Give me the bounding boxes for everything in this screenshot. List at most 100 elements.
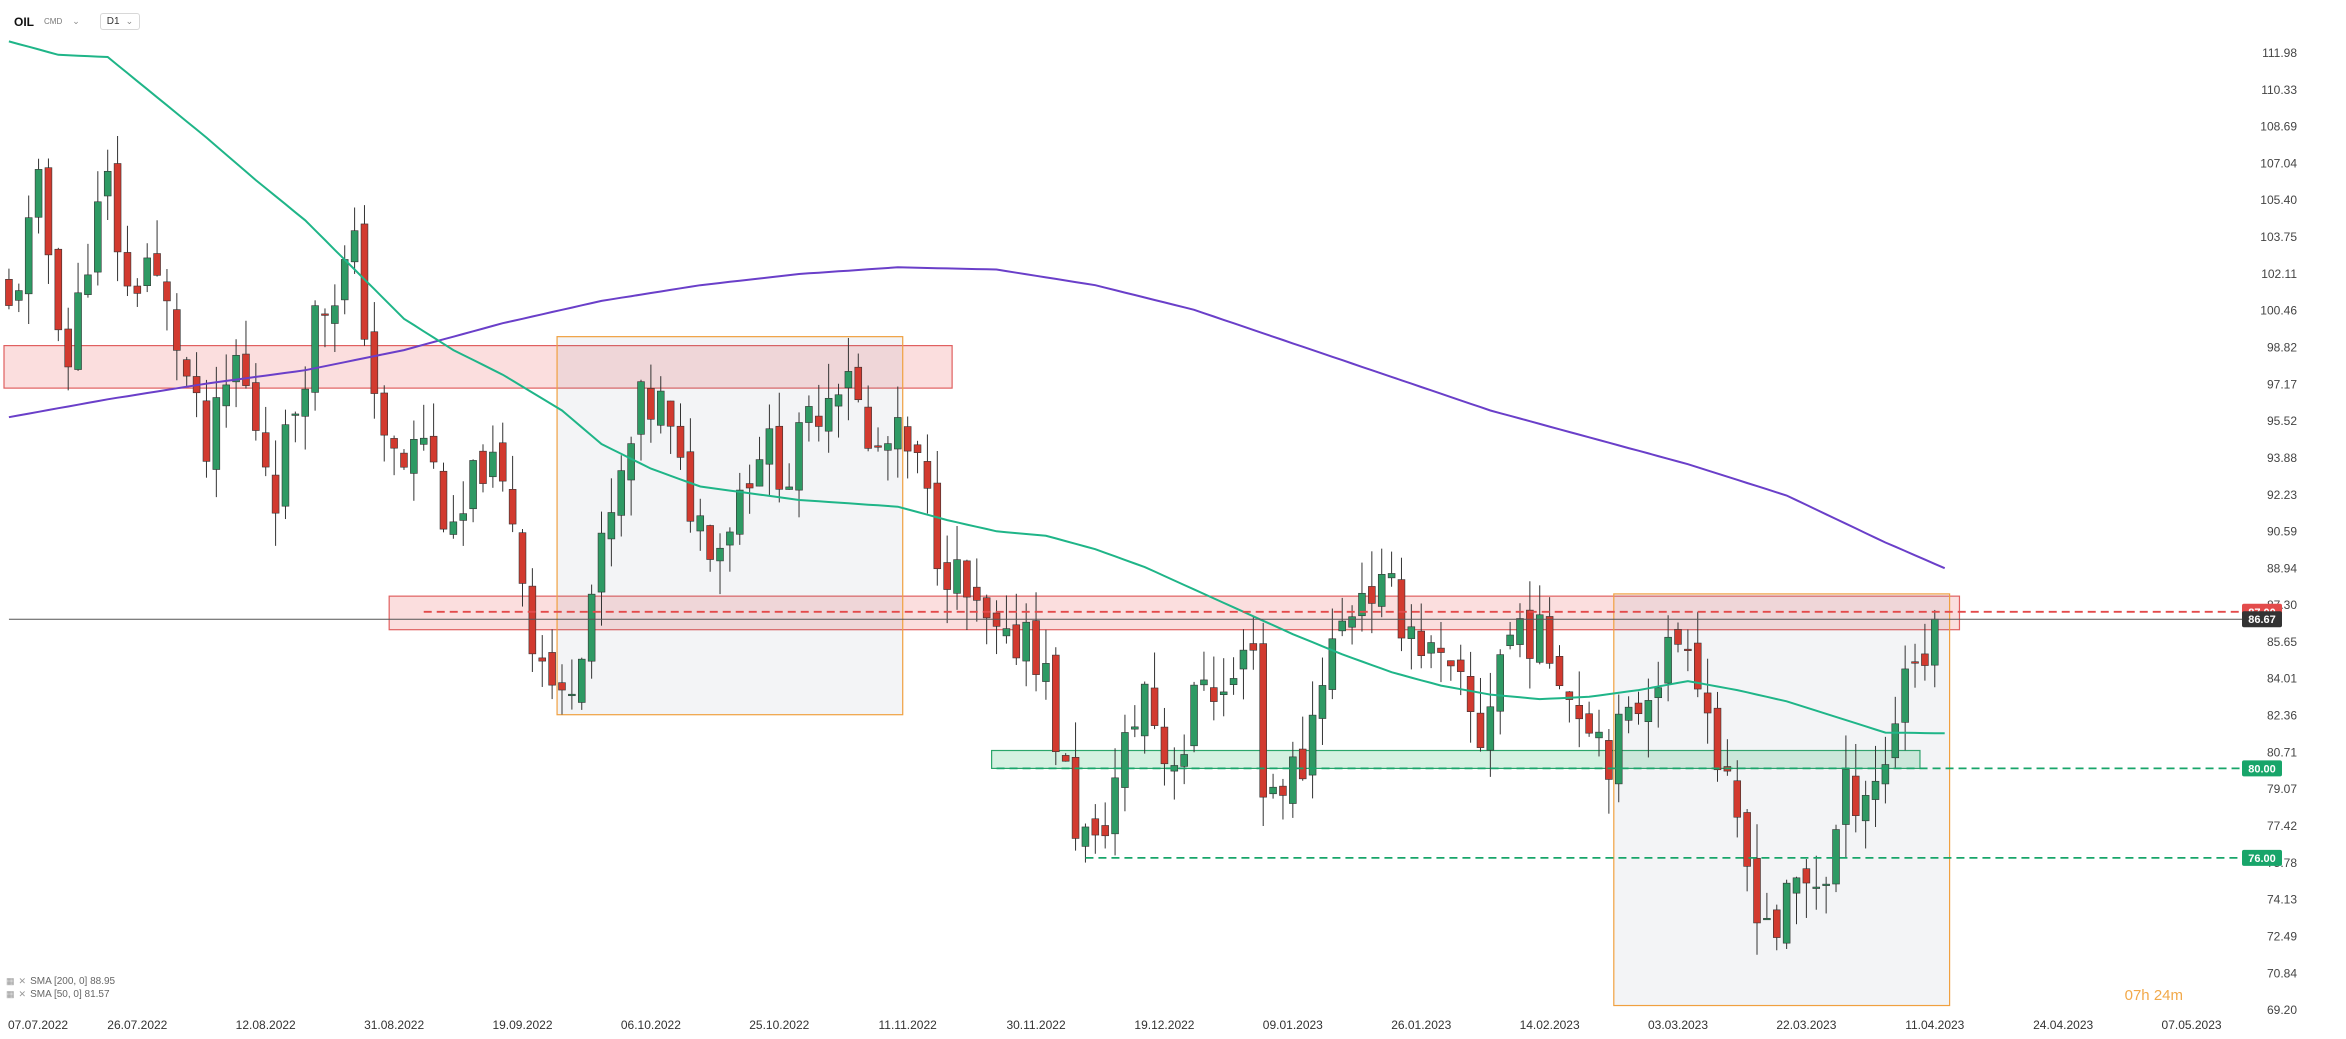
candle-body <box>1654 687 1663 699</box>
candle-body <box>449 521 458 535</box>
price-tick-label: 72.49 <box>2267 929 2297 943</box>
candle-body <box>301 388 309 417</box>
indicator-label: SMA [50, 0] 81.57 <box>30 989 110 1000</box>
candle-body <box>1852 775 1860 816</box>
price-tick-label: 80.71 <box>2267 746 2297 760</box>
candle-body <box>1526 609 1534 659</box>
candle-body <box>261 432 270 468</box>
price-tick-label: 69.20 <box>2267 1003 2297 1017</box>
candle-body <box>1545 616 1554 664</box>
date-tick-label: 19.12.2022 <box>1134 1018 1194 1032</box>
candle-body <box>1782 882 1791 944</box>
date-tick-label: 25.10.2022 <box>749 1018 809 1032</box>
candle-body <box>1160 726 1169 765</box>
indicator-legend-sma200[interactable]: ▦ ✕ SMA [200, 0] 88.95 <box>6 976 115 987</box>
candle-body <box>321 313 329 316</box>
candle-body <box>222 384 230 407</box>
candle-body <box>143 257 151 286</box>
close-icon[interactable]: ✕ <box>18 976 27 986</box>
date-tick-label: 12.08.2022 <box>236 1018 296 1032</box>
candle-body <box>1713 707 1722 771</box>
candle-body <box>1387 573 1396 579</box>
date-tick-label: 07.07.2022 <box>8 1018 68 1032</box>
candle-body <box>518 532 527 584</box>
close-icon[interactable]: ✕ <box>18 989 27 999</box>
candle-body <box>1348 616 1356 628</box>
candle-body <box>844 371 853 389</box>
candle-body <box>24 217 33 295</box>
candle-body <box>1061 755 1070 762</box>
candle-body <box>1338 620 1346 632</box>
candle-body <box>558 682 566 691</box>
price-tag-label: 80.00 <box>2248 763 2276 775</box>
candle-body <box>1042 663 1050 682</box>
candle-body <box>1743 812 1751 867</box>
candle-body <box>736 489 744 535</box>
candle-body <box>913 444 922 453</box>
candle-body <box>953 559 961 594</box>
candle-body <box>548 652 556 686</box>
candle-body <box>973 586 981 601</box>
candle-body <box>1575 705 1583 720</box>
candle-body <box>1664 636 1672 684</box>
indicator-legend-sma50[interactable]: ▦ ✕ SMA [50, 0] 81.57 <box>6 989 110 1000</box>
candle-body <box>1773 909 1781 938</box>
date-tick-label: 26.07.2022 <box>107 1018 167 1032</box>
candle-body <box>577 658 586 703</box>
price-tick-label: 111.98 <box>2262 46 2297 60</box>
candle-body <box>706 525 714 560</box>
candle-body <box>1832 829 1840 885</box>
candle-body <box>1289 756 1297 804</box>
candle-body <box>1140 683 1149 737</box>
candle-body <box>528 585 537 655</box>
candle-body <box>1555 656 1564 687</box>
chevron-down-icon[interactable]: ⌄ <box>72 16 80 26</box>
settings-icon[interactable]: ▦ <box>6 989 15 999</box>
candle-body <box>982 597 991 619</box>
candle-body <box>1101 825 1109 837</box>
price-tag <box>2242 611 2282 628</box>
candle-body <box>123 252 132 287</box>
date-tick-label: 24.04.2023 <box>2033 1018 2093 1032</box>
candle-body <box>350 230 359 263</box>
candle-body <box>133 285 142 294</box>
candle-body <box>538 657 547 662</box>
candle-body <box>390 438 398 449</box>
candle-body <box>340 259 349 301</box>
candle-body <box>1417 630 1425 657</box>
date-tick-label: 26.01.2023 <box>1391 1018 1451 1032</box>
candle-body <box>1229 678 1238 686</box>
candle-body <box>1111 777 1119 835</box>
price-tick-label: 107.04 <box>2260 157 2297 171</box>
candle-body <box>587 593 596 662</box>
candle-body <box>1180 754 1188 767</box>
candle-body <box>1131 726 1139 730</box>
price-tick-label: 92.23 <box>2267 488 2297 502</box>
timeframe-selector[interactable]: D1 ⌄ <box>99 13 141 30</box>
candle-body <box>1308 714 1317 776</box>
candle-body <box>1881 764 1890 785</box>
candle-body <box>1614 713 1623 785</box>
date-tick-label: 03.03.2023 <box>1648 1018 1708 1032</box>
candle-body <box>607 512 616 540</box>
price-tick-label: 98.82 <box>2267 340 2297 354</box>
candle-body <box>1032 620 1040 675</box>
price-tick-label: 74.13 <box>2267 893 2297 907</box>
zones-layer <box>3 336 1961 1007</box>
candle-body <box>1190 684 1198 747</box>
countdown-hours: 07h <box>2124 987 2150 1004</box>
candle-body <box>1516 618 1524 645</box>
candle-body <box>182 359 191 377</box>
price-tick-label: 70.84 <box>2267 966 2297 980</box>
candle-body <box>212 397 221 470</box>
candle-body <box>1239 649 1248 670</box>
candle-body <box>1861 795 1870 822</box>
candle-body <box>1318 685 1327 719</box>
settings-icon[interactable]: ▦ <box>6 976 15 986</box>
candle-body <box>716 547 724 562</box>
price-tick-label: 95.52 <box>2267 414 2297 428</box>
candle-body <box>1377 574 1386 607</box>
symbol-label[interactable]: OIL <box>14 14 34 29</box>
